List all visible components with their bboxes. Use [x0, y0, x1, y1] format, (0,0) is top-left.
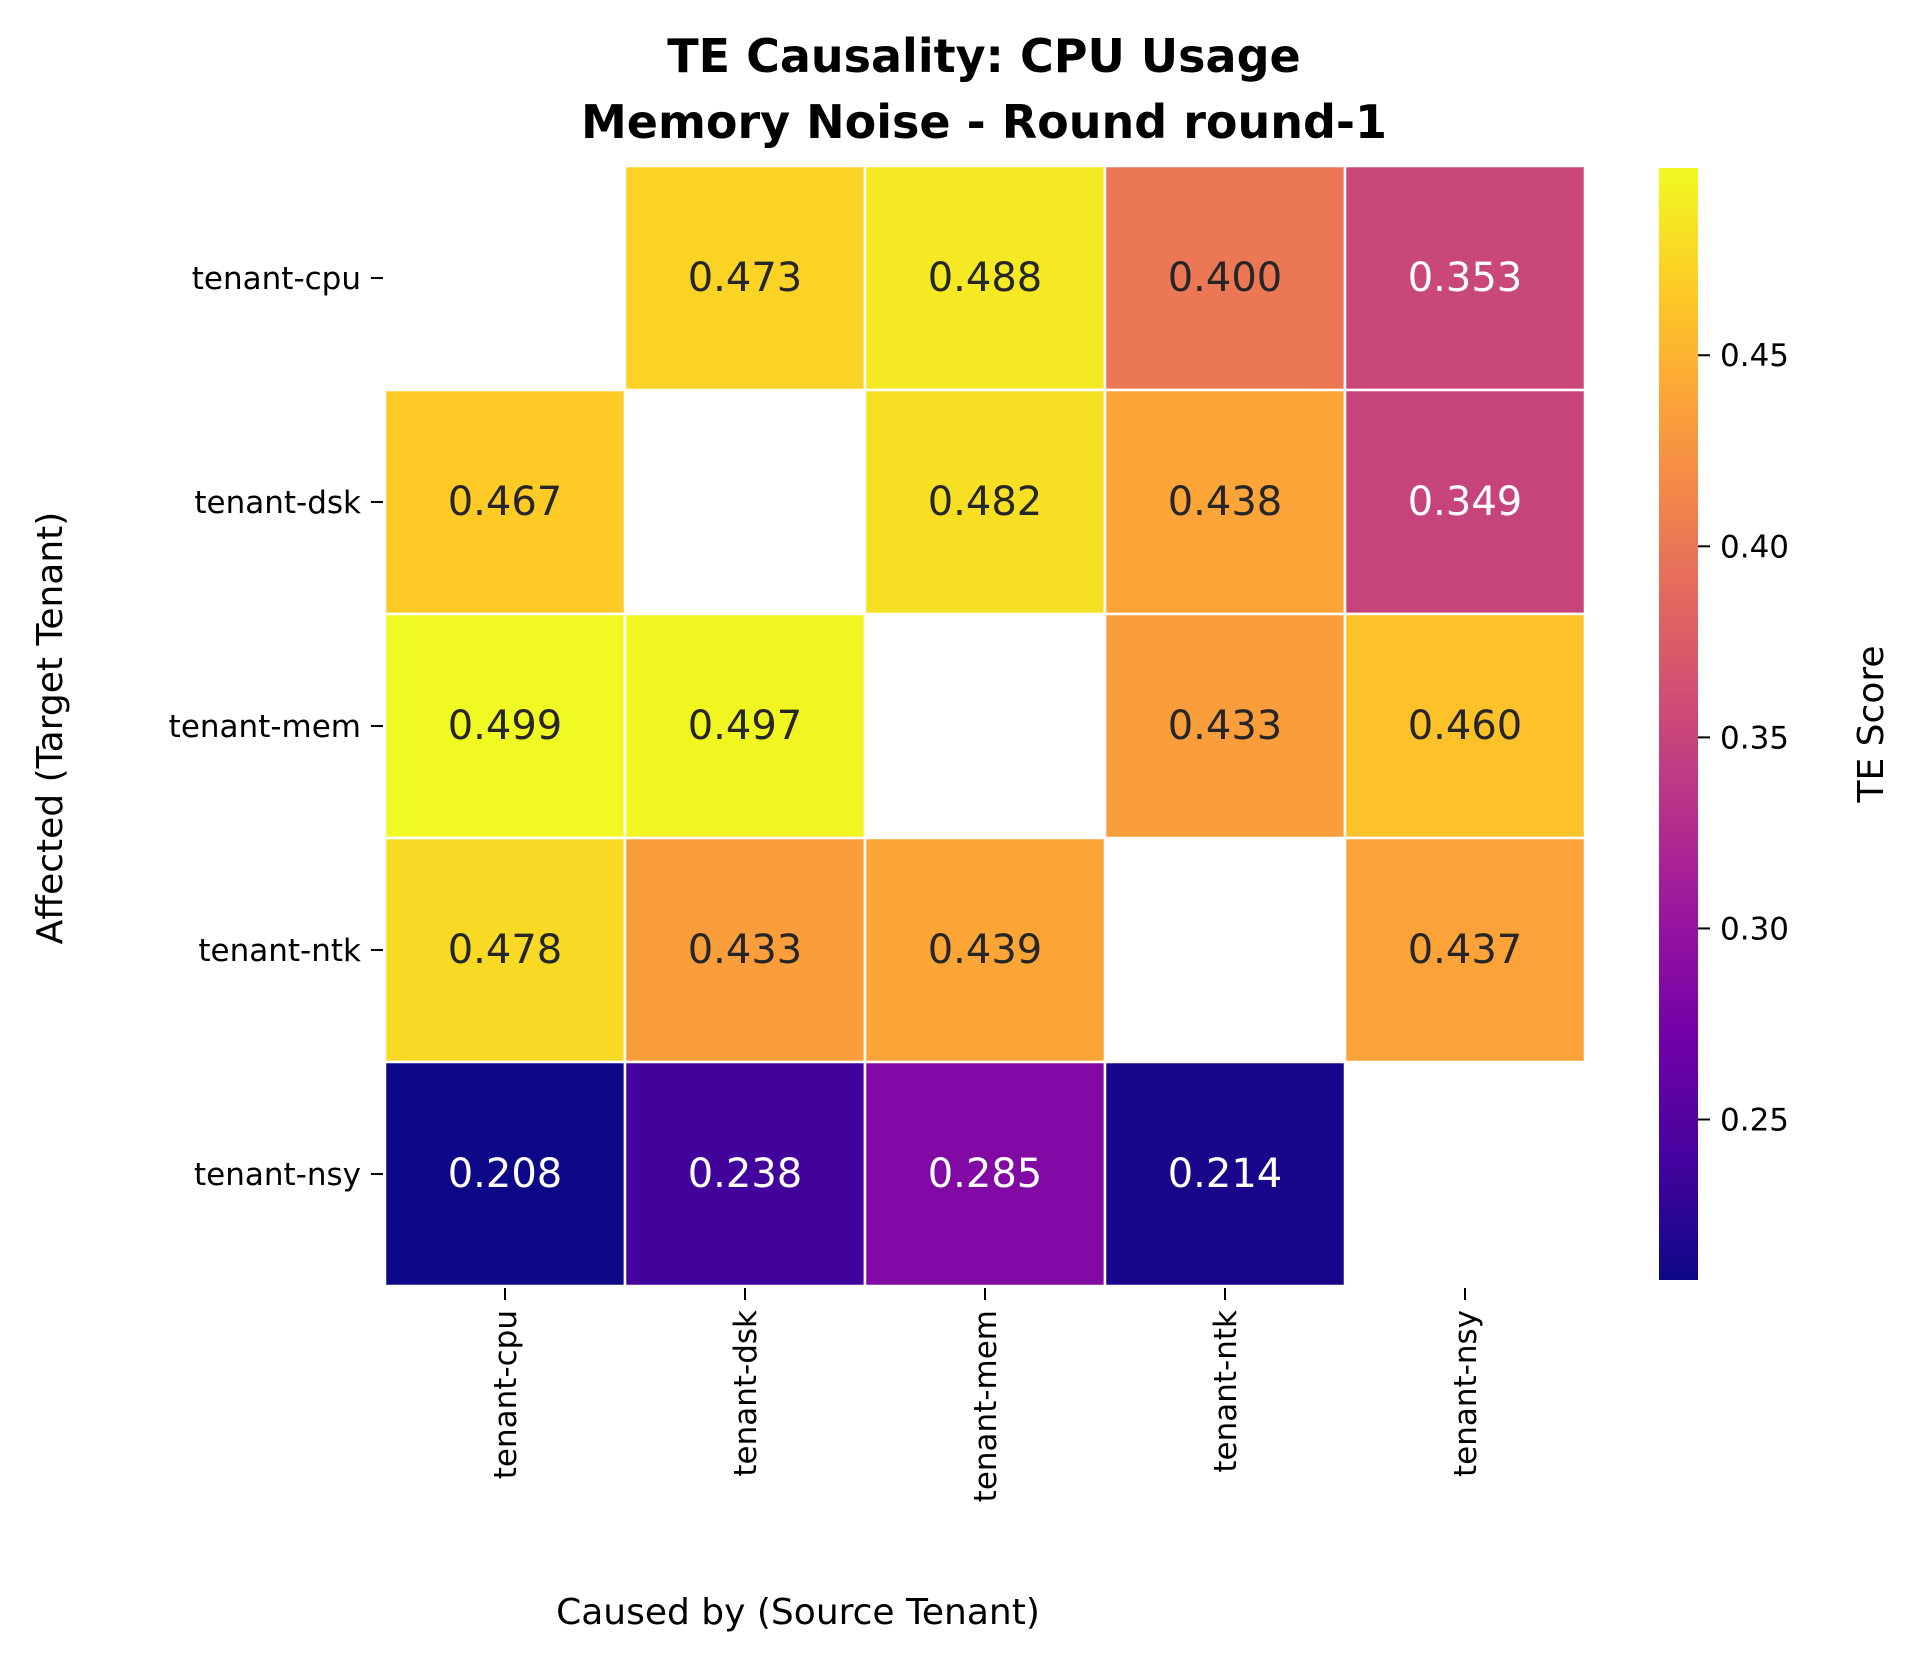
heatmap-cell: [1103, 164, 1347, 392]
heatmap-cell: [623, 164, 867, 392]
colorbar-label: TE Score: [1851, 645, 1892, 803]
cell-value-label: 0.214: [1168, 1151, 1283, 1197]
cell-value-label: 0.438: [1168, 479, 1283, 525]
cell-value-label: 0.349: [1408, 479, 1523, 525]
cell-value-label: 0.467: [448, 479, 563, 525]
y-tick-label: tenant-dsk: [194, 485, 361, 521]
cell-value-label: 0.488: [928, 255, 1043, 301]
x-tick-label: tenant-nsy: [1448, 1310, 1484, 1477]
x-tick-label: tenant-ntk: [1208, 1310, 1244, 1473]
x-tick-label: tenant-dsk: [728, 1310, 764, 1477]
cell-value-label: 0.439: [928, 927, 1043, 973]
cell-value-label: 0.473: [688, 255, 803, 301]
colorbar-ticks: 0.25 0.30 0.35 0.40 0.45: [1698, 338, 1789, 1139]
y-axis-label: Affected (Target Tenant): [30, 512, 71, 945]
colorbar-tick-label: 0.30: [1720, 911, 1789, 947]
cell-value-label: 0.400: [1168, 255, 1283, 301]
colorbar-gradient: [1659, 168, 1698, 1280]
heatmap-cell: [623, 836, 867, 1064]
y-tick-label: tenant-nsy: [194, 1157, 361, 1193]
cell-value-label: 0.285: [928, 1151, 1043, 1197]
chart-title: TE Causality: CPU Usage: [667, 29, 1300, 83]
chart-subtitle: Memory Noise - Round round-1: [581, 95, 1387, 149]
heatmap-cell: [1103, 1060, 1347, 1288]
cell-value-label: 0.478: [448, 927, 563, 973]
heatmap-cell: [863, 164, 1107, 392]
heatmap-cell: [1343, 388, 1587, 616]
heatmap-cell: [623, 1060, 867, 1288]
cell-value-label: 0.437: [1408, 927, 1523, 973]
cell-value-label: 0.497: [688, 703, 803, 749]
cell-value-label: 0.460: [1408, 703, 1523, 749]
colorbar-tick-label: 0.25: [1720, 1103, 1789, 1139]
cell-value-label: 0.238: [688, 1151, 803, 1197]
cell-value-label: 0.482: [928, 479, 1043, 525]
heatmap-cell: [623, 612, 867, 840]
cell-value-label: 0.499: [448, 703, 563, 749]
cell-value-label: 0.433: [688, 927, 803, 973]
heatmap-cell: [863, 836, 1107, 1064]
colorbar-tick-label: 0.35: [1720, 720, 1789, 756]
heatmap-cell: [1343, 612, 1587, 840]
y-axis-ticks: tenant-cpu tenant-dsk tenant-mem tenant-ntk…: [169, 261, 383, 1193]
cell-value-label: 0.208: [448, 1151, 563, 1197]
y-tick-label: tenant-cpu: [192, 261, 361, 297]
y-tick-label: tenant-mem: [169, 709, 361, 745]
heatmap-cell: [383, 388, 627, 616]
cell-value-label: 0.353: [1408, 255, 1523, 301]
heatmap-cell: [863, 1060, 1107, 1288]
x-axis-ticks: tenant-cpu tenant-dsk tenant-mem tenant-ntk…: [488, 1288, 1484, 1502]
x-axis-label: Caused by (Source Tenant): [556, 1592, 1040, 1633]
x-tick-label: tenant-mem: [968, 1310, 1004, 1502]
heatmap-cell: [863, 388, 1107, 616]
heatmap-cell: [1343, 164, 1587, 392]
colorbar-tick-label: 0.40: [1720, 529, 1789, 565]
heatmap-cells: 0.473 0.488 0.400 0.353 0.467 0.482 0.438 0.349…: [383, 164, 1587, 1288]
cell-value-label: 0.433: [1168, 703, 1283, 749]
y-tick-label: tenant-ntk: [198, 933, 361, 969]
heatmap-cell: [383, 1060, 627, 1288]
x-tick-label: tenant-cpu: [488, 1310, 524, 1479]
colorbar: 0.25 0.30 0.35 0.40 0.45 TE Score: [1659, 168, 1892, 1280]
colorbar-tick-label: 0.45: [1720, 338, 1789, 374]
heatmap-cell: [1343, 836, 1587, 1064]
heatmap-cell: [383, 836, 627, 1064]
